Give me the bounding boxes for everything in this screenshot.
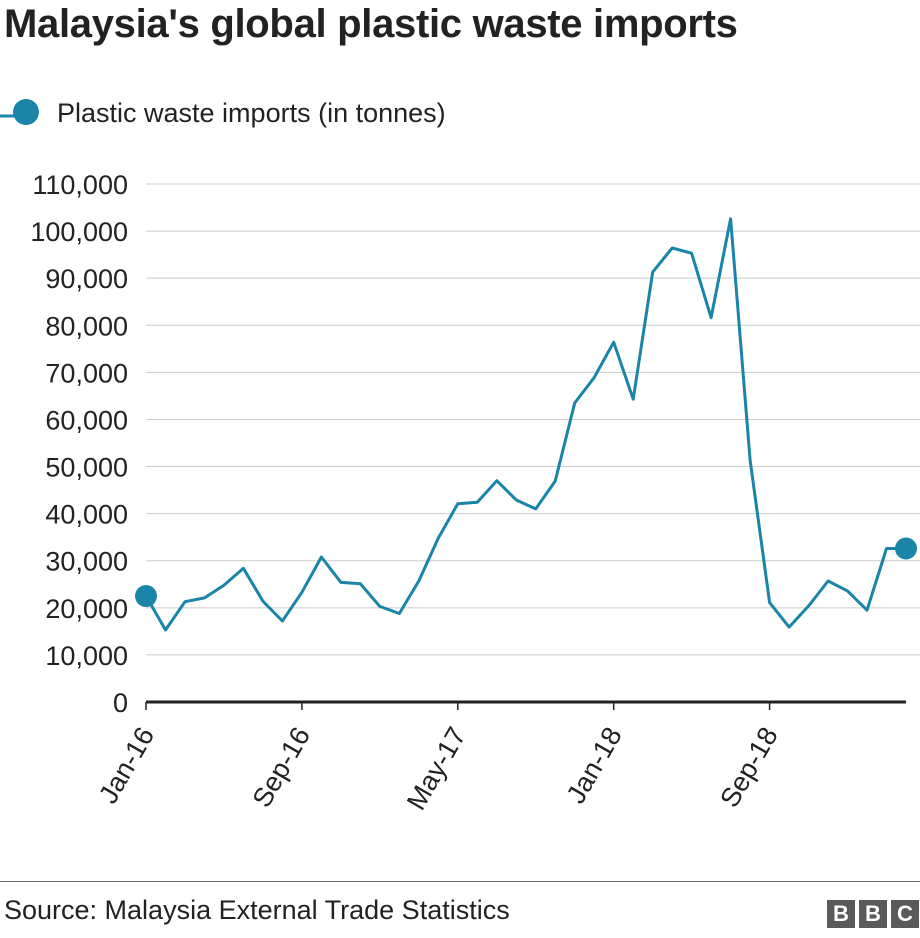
y-tick-label: 10,000 (45, 641, 128, 671)
legend-marker-icon (0, 99, 39, 125)
y-tick-label: 90,000 (45, 264, 128, 294)
bbc-logo-letter: C (891, 900, 919, 928)
legend: Plastic waste imports (in tonnes) (0, 94, 446, 138)
bbc-logo-letter: B (827, 900, 855, 928)
chart-title: Malaysia's global plastic waste imports (4, 2, 738, 46)
bbc-logo: B B C (827, 900, 919, 928)
series-layer (135, 217, 917, 632)
y-tick-label: 20,000 (45, 594, 128, 624)
y-tick-label: 110,000 (32, 170, 128, 200)
x-axis-ticks: Jan-16 Sep-16 May-17 Jan-18 Sep-18 (93, 702, 784, 815)
y-axis-ticks: 0 10,000 20,000 30,000 40,000 50,000 60,000 70,… (30, 170, 128, 718)
y-tick-label: 30,000 (45, 547, 128, 577)
series-point-end (895, 537, 917, 560)
legend-label: Plastic waste imports (in tonnes) (57, 98, 446, 128)
source-note: Source: Malaysia External Trade Statisti… (4, 895, 510, 925)
x-tick-label: May-17 (401, 722, 472, 815)
y-tick-label: 50,000 (45, 453, 128, 483)
y-tick-label: 0 (113, 688, 128, 718)
grid-lines (146, 183, 920, 704)
y-tick-label: 40,000 (45, 500, 128, 530)
line-chart: 0 10,000 20,000 30,000 40,000 50,000 60,000 70,… (30, 170, 920, 815)
x-tick-label: Jan-18 (561, 722, 628, 809)
y-tick-label: 60,000 (45, 405, 128, 435)
x-tick-label: Jan-16 (93, 722, 160, 809)
y-tick-label: 70,000 (45, 358, 128, 388)
x-tick-label: Sep-18 (714, 722, 784, 812)
bbc-logo-letter: B (859, 900, 887, 928)
y-tick-label: 100,000 (30, 217, 128, 247)
x-tick-label: Sep-16 (247, 722, 317, 812)
series-point-start (135, 585, 157, 608)
footer-divider (0, 881, 920, 882)
y-tick-label: 80,000 (45, 311, 128, 341)
series-line (144, 217, 906, 632)
